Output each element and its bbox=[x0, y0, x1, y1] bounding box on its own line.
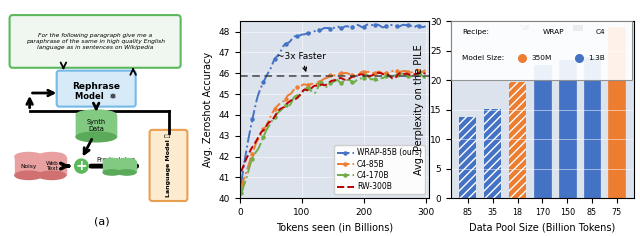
RW-300B bbox=[422, 72, 429, 75]
Line: C4-170B: C4-170B bbox=[240, 71, 428, 194]
WRAP-85B (ours) bbox=[407, 24, 415, 27]
Line: WRAP-85B (ours): WRAP-85B (ours) bbox=[240, 23, 428, 185]
Ellipse shape bbox=[15, 152, 42, 161]
Bar bbox=[509, 82, 526, 198]
RW-300B bbox=[416, 71, 424, 74]
RW-300B bbox=[237, 170, 245, 173]
C4-170B bbox=[413, 71, 420, 74]
Text: Web
Text: Web Text bbox=[45, 161, 58, 172]
Text: Language Model 🔥: Language Model 🔥 bbox=[166, 134, 172, 197]
WRAP-85B (ours) bbox=[237, 182, 245, 185]
FancyBboxPatch shape bbox=[150, 130, 188, 201]
RW-300B bbox=[287, 100, 294, 102]
Bar bbox=[584, 57, 600, 198]
RW-300B bbox=[248, 146, 256, 148]
Bar bbox=[534, 65, 551, 198]
Text: Rephrase: Rephrase bbox=[72, 82, 120, 91]
Text: Synth
Data: Synth Data bbox=[86, 119, 106, 132]
C4-85B bbox=[287, 93, 294, 96]
RW-300B bbox=[406, 73, 414, 76]
Text: WRAP: WRAP bbox=[543, 29, 564, 35]
WRAP-85B (ours) bbox=[245, 136, 253, 139]
Text: Noisy: Noisy bbox=[20, 164, 36, 169]
WRAP-85B (ours) bbox=[272, 56, 280, 59]
WRAP-85B (ours) bbox=[413, 24, 421, 27]
WRAP-85B (ours) bbox=[248, 118, 256, 121]
Bar bbox=[38, 157, 65, 175]
Bar bbox=[76, 115, 116, 137]
Line: RW-300B: RW-300B bbox=[241, 72, 426, 171]
C4-170B bbox=[272, 114, 280, 117]
C4-85B bbox=[245, 163, 253, 166]
C4-170B bbox=[406, 75, 414, 78]
Ellipse shape bbox=[15, 171, 42, 180]
C4-170B bbox=[415, 71, 422, 73]
Text: 1.3B: 1.3B bbox=[588, 55, 605, 61]
WRAP-85B (ours) bbox=[422, 25, 429, 28]
Text: C4: C4 bbox=[595, 29, 605, 35]
Bar bbox=[609, 27, 625, 198]
X-axis label: Tokens seen (in Billions): Tokens seen (in Billions) bbox=[276, 223, 393, 232]
Text: 350M: 350M bbox=[531, 55, 552, 61]
Bar bbox=[460, 117, 476, 198]
FancyBboxPatch shape bbox=[10, 15, 180, 68]
C4-85B bbox=[248, 152, 256, 155]
Text: Model Size:: Model Size: bbox=[462, 55, 504, 61]
Text: ~3x Faster: ~3x Faster bbox=[277, 52, 326, 71]
Text: Pre-training: Pre-training bbox=[97, 157, 136, 163]
C4-85B bbox=[422, 69, 429, 72]
C4-85B bbox=[237, 188, 245, 190]
Circle shape bbox=[75, 159, 88, 173]
C4-170B bbox=[422, 77, 429, 80]
Legend: WRAP-85B (ours), C4-85B, C4-170B, RW-300B: WRAP-85B (ours), C4-85B, C4-170B, RW-300… bbox=[334, 145, 425, 194]
C4-170B bbox=[237, 191, 245, 194]
Ellipse shape bbox=[38, 152, 65, 161]
Text: Model  ❅: Model ❅ bbox=[76, 92, 117, 101]
Line: C4-85B: C4-85B bbox=[240, 68, 428, 190]
Ellipse shape bbox=[103, 158, 121, 164]
Legend:  bbox=[573, 25, 588, 31]
RW-300B bbox=[413, 72, 420, 75]
Ellipse shape bbox=[103, 170, 121, 175]
Bar bbox=[559, 59, 575, 198]
C4-85B bbox=[272, 107, 280, 110]
Y-axis label: Avg. Zeroshot Accuracy: Avg. Zeroshot Accuracy bbox=[204, 52, 213, 167]
Text: (a): (a) bbox=[93, 217, 109, 227]
FancyBboxPatch shape bbox=[57, 71, 136, 107]
Bar bbox=[15, 157, 42, 175]
Ellipse shape bbox=[76, 132, 116, 142]
FancyBboxPatch shape bbox=[451, 21, 632, 80]
C4-85B bbox=[413, 68, 420, 71]
X-axis label: Data Pool Size (Billion Tokens): Data Pool Size (Billion Tokens) bbox=[469, 223, 616, 232]
Text: Recipe:: Recipe: bbox=[462, 29, 489, 35]
C4-170B bbox=[287, 103, 294, 106]
Bar bbox=[118, 161, 136, 173]
Ellipse shape bbox=[76, 110, 116, 120]
Bar bbox=[484, 109, 501, 198]
C4-85B bbox=[413, 68, 421, 71]
C4-170B bbox=[248, 157, 256, 160]
Bar bbox=[103, 161, 121, 173]
Ellipse shape bbox=[118, 170, 136, 175]
RW-300B bbox=[272, 114, 280, 117]
C4-170B bbox=[245, 169, 253, 171]
Ellipse shape bbox=[38, 171, 65, 180]
C4-85B bbox=[406, 72, 414, 74]
WRAP-85B (ours) bbox=[364, 23, 372, 26]
Ellipse shape bbox=[118, 158, 136, 164]
RW-300B bbox=[245, 153, 253, 156]
Y-axis label: Avg. Perplexity on the PILE: Avg. Perplexity on the PILE bbox=[415, 44, 424, 175]
WRAP-85B (ours) bbox=[287, 40, 294, 42]
Text: For the following paragraph give me a
paraphrase of the same in high quality Eng: For the following paragraph give me a pa… bbox=[26, 33, 164, 50]
Text: +: + bbox=[76, 159, 87, 173]
